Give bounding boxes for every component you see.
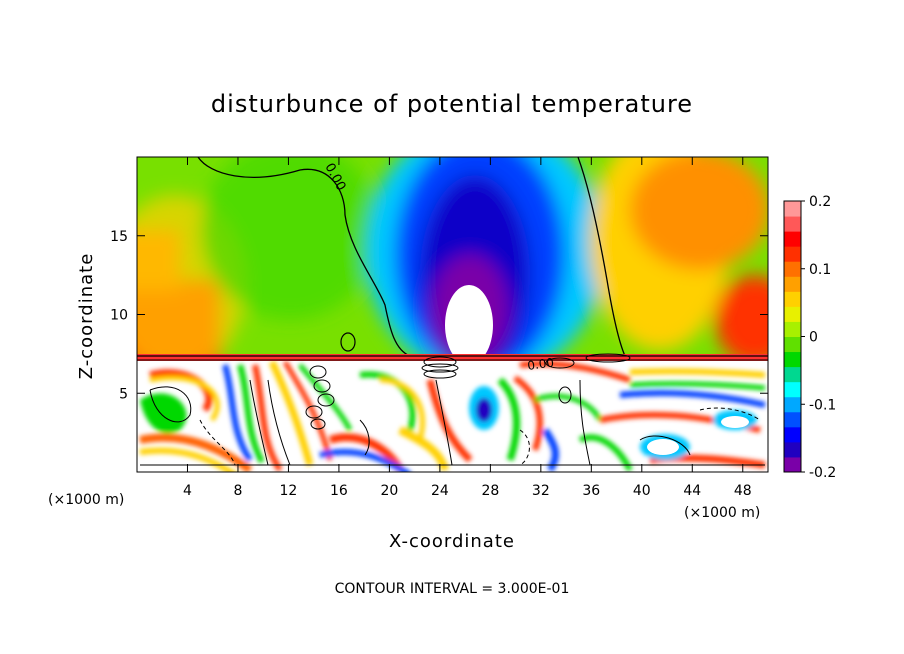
colorbar-swatch [784,366,801,383]
colorbar-swatch [784,411,801,428]
contour-label-mid: 0.00 [526,355,554,373]
colorbar-swatch [784,351,801,368]
upper-right-red-region [715,275,768,358]
y-tick-label: 5 [119,386,128,402]
zero-contour-right [577,157,626,357]
small-contour-ellipse [340,332,356,352]
colorbar-swatch [784,321,801,337]
y-tick-label: 10 [110,308,128,324]
colorbar-swatch [784,441,801,458]
x-tick-label: 24 [431,483,449,499]
y-axis-label: Z-coordinate [76,253,97,380]
x-tick-label: 48 [734,483,752,499]
x-tick-label: 44 [683,483,701,499]
x-axis-label: X-coordinate [389,531,515,552]
interface-band [137,354,768,361]
x-tick-label: 8 [233,483,242,499]
x-tick-label: 36 [582,483,600,499]
plot-area: 0.00 0.00 [137,157,768,472]
colorbar-swatch [784,306,801,322]
x-axis: 4 8 12 16 20 24 28 32 36 40 44 48 [183,157,752,499]
lower-contours [140,379,765,466]
cold-core-region [445,285,493,358]
wave-contours [305,353,631,430]
colorbar: 0.2 0.1 0 -0.1 -0.2 [783,194,836,481]
x-tick-label: 28 [481,483,499,499]
x-unit-left: (×1000 m) [48,492,124,508]
colorbar-swatch [784,231,801,247]
colorbar-swatch [784,291,801,307]
x-tick-label: 20 [380,483,398,499]
y-axis: 5 10 15 [110,229,768,402]
colorbar-swatch [784,426,801,443]
upper-right-orange-region [630,157,768,270]
colorbar-swatch [784,216,801,232]
chart-title: disturbunce of potential temperature [211,90,693,118]
colorbar-tick-label: -0.1 [809,397,836,413]
zero-contour-left [197,157,411,357]
x-unit-right: (×1000 m) [684,505,760,521]
colorbar-swatch [784,276,801,292]
colorbar-swatch [784,396,801,413]
x-tick-label: 32 [532,483,550,499]
colorbar-swatch [784,246,801,262]
colorbar-swatch [784,336,801,353]
x-tick-label: 16 [330,483,348,499]
upper-field [137,157,768,358]
upper-midleft-green-region [200,157,380,320]
x-tick-label: 12 [280,483,298,499]
colorbar-swatch [784,261,801,277]
contour-interval-note: CONTOUR INTERVAL = 3.000E-01 [335,581,570,597]
colorbar-tick-label: -0.2 [809,465,836,481]
x-tick-label: 4 [183,483,192,499]
colorbar-tick-label: 0 [809,330,818,346]
colorbar-tick-label: 0.1 [809,262,831,278]
x-tick-label: 40 [633,483,651,499]
colorbar-tick-label: 0.2 [809,194,831,210]
colorbar-swatch [784,456,801,473]
colorbar-swatch [784,201,801,217]
y-tick-label: 15 [110,229,128,245]
colorbar-swatch [784,381,801,398]
